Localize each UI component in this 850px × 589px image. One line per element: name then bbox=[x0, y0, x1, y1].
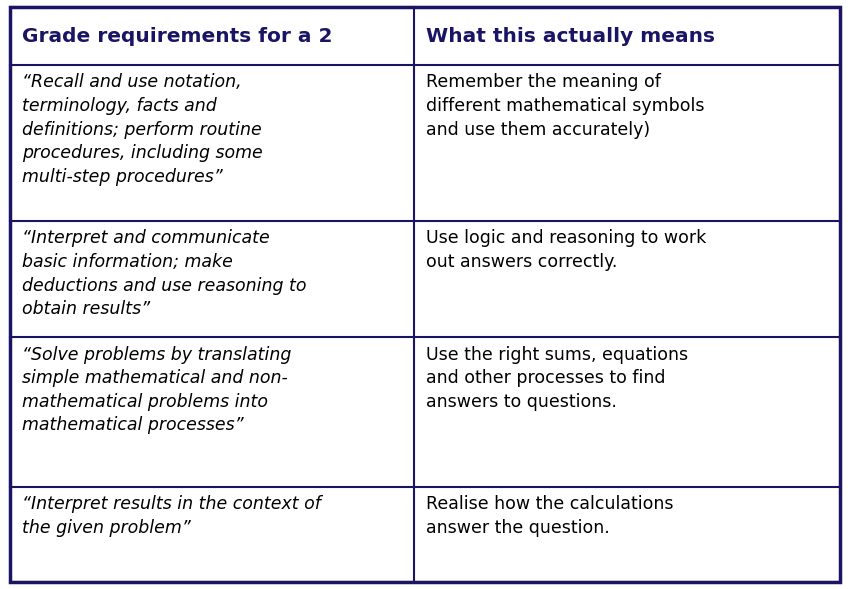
Text: “Interpret results in the context of
the given problem”: “Interpret results in the context of the… bbox=[22, 495, 321, 537]
Text: “Interpret and communicate
basic information; make
deductions and use reasoning : “Interpret and communicate basic informa… bbox=[22, 229, 307, 318]
Text: Use logic and reasoning to work
out answers correctly.: Use logic and reasoning to work out answ… bbox=[426, 229, 706, 271]
Text: Grade requirements for a 2: Grade requirements for a 2 bbox=[22, 27, 332, 45]
Text: What this actually means: What this actually means bbox=[426, 27, 715, 45]
Text: “Recall and use notation,
terminology, facts and
definitions; perform routine
pr: “Recall and use notation, terminology, f… bbox=[22, 74, 263, 186]
Text: Remember the meaning of
different mathematical symbols
and use them accurately): Remember the meaning of different mathem… bbox=[426, 74, 705, 138]
Text: Use the right sums, equations
and other processes to find
answers to questions.: Use the right sums, equations and other … bbox=[426, 346, 688, 411]
Bar bbox=[10, 7, 840, 65]
Text: Realise how the calculations
answer the question.: Realise how the calculations answer the … bbox=[426, 495, 673, 537]
Text: “Solve problems by translating
simple mathematical and non-
mathematical problem: “Solve problems by translating simple ma… bbox=[22, 346, 292, 434]
